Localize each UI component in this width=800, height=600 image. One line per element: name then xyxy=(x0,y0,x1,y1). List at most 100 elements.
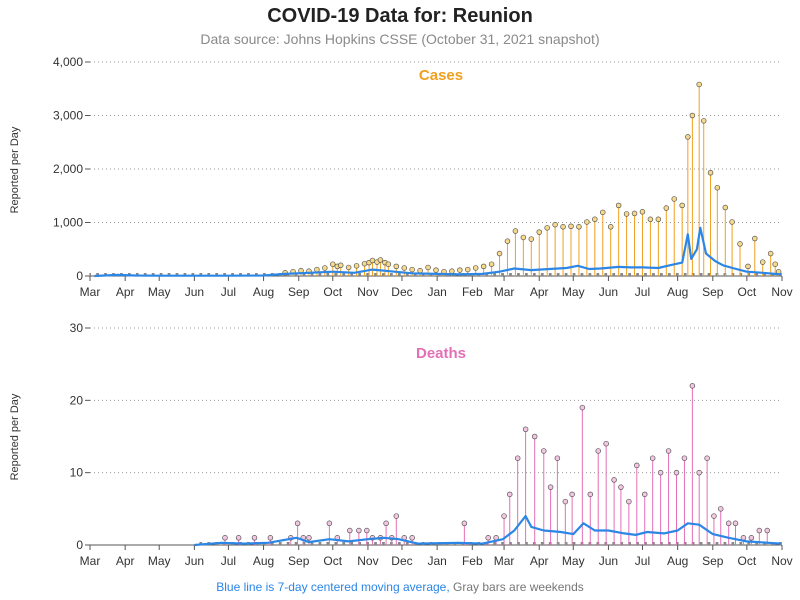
cases-data-point xyxy=(655,216,662,223)
cases-weekend-bar xyxy=(683,273,686,276)
cases-data-point xyxy=(377,257,384,263)
deaths-weekend-bar xyxy=(557,542,560,545)
deaths-xtick-label: Oct xyxy=(737,554,756,568)
cases-weekend-bar xyxy=(375,273,377,276)
cases-data-point xyxy=(631,210,638,217)
deaths-ytick-label: 20 xyxy=(70,393,84,407)
deaths-data-point xyxy=(725,520,732,527)
cases-weekend-bar xyxy=(675,273,678,276)
deaths-xtick-label: Nov xyxy=(771,554,792,568)
deaths-data-point xyxy=(673,469,680,476)
cases-weekend-bar xyxy=(502,273,504,276)
deaths-weekend-bar xyxy=(319,542,322,545)
deaths-ytick-label: 30 xyxy=(70,321,84,335)
deaths-data-point xyxy=(611,477,617,483)
deaths-weekend-bar xyxy=(588,542,591,545)
cases-data-point xyxy=(353,263,360,269)
deaths-weekend-bar xyxy=(669,542,671,545)
cases-data-point xyxy=(337,262,344,269)
cases-data-point xyxy=(361,260,368,267)
cases-xtick-label: Aug xyxy=(667,285,688,299)
deaths-data-point xyxy=(704,455,710,461)
cases-weekend-bar xyxy=(232,273,234,276)
deaths-data-point xyxy=(579,404,586,411)
deaths-xtick-label: Sep xyxy=(288,554,310,568)
cases-weekend-bar xyxy=(295,273,298,276)
deaths-ylabel: Reported per Day xyxy=(9,393,21,480)
cases-data-point xyxy=(425,264,431,271)
deaths-weekend-bar xyxy=(732,542,735,545)
cases-weekend-bar xyxy=(755,273,757,276)
cases-panel: 0 1,000 2,000 3,000 4,000 Mar Apr May Jun Jul Aug S… xyxy=(9,55,793,299)
deaths-data-point xyxy=(689,383,696,389)
cases-weekend-bar xyxy=(407,273,409,276)
cases-weekend-bar xyxy=(199,273,202,276)
deaths-weekend-bar xyxy=(572,542,575,545)
cases-data-point xyxy=(685,134,691,140)
deaths-weekend-bar xyxy=(407,542,409,545)
cases-weekend-bar xyxy=(303,273,306,276)
deaths-data-point xyxy=(383,520,389,527)
cases-weekend-bar xyxy=(358,273,360,276)
deaths-weekend-bar xyxy=(383,542,385,545)
cases-data-point xyxy=(504,238,511,244)
cases-data-point xyxy=(528,236,535,242)
cases-weekend-bar xyxy=(327,273,330,276)
cases-weekend-bar xyxy=(215,273,217,276)
deaths-weekend-bar xyxy=(731,542,734,545)
deaths-xtick-label: Aug xyxy=(667,554,688,568)
deaths-data-point xyxy=(306,535,312,541)
deaths-xtick-label: Apr xyxy=(530,554,549,568)
deaths-weekend-bar xyxy=(518,542,520,545)
cases-xtick-label: Jun xyxy=(185,285,204,299)
deaths-weekend-bar xyxy=(279,542,282,545)
cases-weekend-bar xyxy=(151,273,154,276)
cases-data-point xyxy=(584,219,590,225)
cases-weekend-bar xyxy=(517,273,519,276)
deaths-data-point xyxy=(603,440,609,447)
cases-weekend-bar xyxy=(700,273,703,276)
deaths-data-point xyxy=(364,527,370,534)
cases-weekend-bar xyxy=(684,273,687,276)
cases-panel-title: Cases xyxy=(419,67,463,84)
cases-weekend-bar xyxy=(580,273,583,276)
deaths-data-point xyxy=(634,462,640,469)
deaths-xtick-label: Oct xyxy=(323,554,342,568)
cases-weekend-bar xyxy=(310,273,313,276)
cases-xtick-label: May xyxy=(562,285,585,299)
cases-data-point xyxy=(745,263,751,270)
cases-data-point xyxy=(722,204,729,211)
deaths-data-point xyxy=(641,491,648,498)
cases-data-point xyxy=(623,211,630,217)
deaths-weekend-bar xyxy=(755,542,757,545)
cases-weekend-bar xyxy=(351,273,354,276)
deaths-weekend-bar xyxy=(367,542,369,545)
cases-weekend-bar xyxy=(628,273,630,276)
cases-weekend-bar xyxy=(239,273,241,276)
cases-weekend-bar xyxy=(494,273,496,276)
deaths-data-point xyxy=(665,448,672,454)
deaths-weekend-bar xyxy=(399,542,401,545)
deaths-xtick-label: Apr xyxy=(116,554,135,568)
cases-weekend-bar xyxy=(96,273,98,276)
deaths-moving-average-line xyxy=(194,515,781,547)
cases-weekend-bar xyxy=(597,273,600,276)
deaths-weekend-bar xyxy=(294,542,297,545)
deaths-panel-title: Deaths xyxy=(416,345,466,362)
cases-data-point xyxy=(401,265,407,271)
cases-weekend-bar xyxy=(532,273,535,276)
deaths-xtick-label: Feb xyxy=(462,554,483,568)
cases-weekend-bar xyxy=(216,273,219,276)
deaths-weekend-bar xyxy=(540,542,543,545)
deaths-data-point xyxy=(595,448,601,454)
deaths-weekend-bar xyxy=(637,542,639,545)
cases-xtick-label: Mar xyxy=(80,285,101,299)
cases-data-point xyxy=(345,264,352,271)
deaths-weekend-bar xyxy=(326,542,329,545)
deaths-xtick-label: Jul xyxy=(221,554,236,568)
cases-weekend-bar xyxy=(390,273,392,276)
deaths-weekend-bar xyxy=(343,542,346,545)
cases-weekend-bar xyxy=(763,273,765,276)
